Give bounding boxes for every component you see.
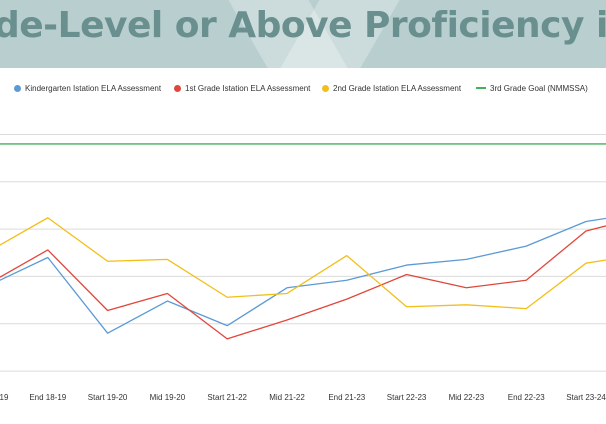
series-line-1 bbox=[0, 217, 606, 334]
x-tick-label: Mid 22-23 bbox=[449, 393, 485, 402]
legend-item-kindergarten[interactable]: Kindergarten Istation ELA Assessment bbox=[14, 84, 161, 93]
x-tick-label: End 21-23 bbox=[328, 393, 365, 402]
legend-item-1st-grade[interactable]: 1st Grade Istation ELA Assessment bbox=[174, 84, 310, 93]
x-tick-label: Start 19-20 bbox=[88, 393, 128, 402]
x-tick-label: Start 22-23 bbox=[387, 393, 427, 402]
x-tick-label: Mid 19-20 bbox=[150, 393, 186, 402]
legend-marker bbox=[476, 87, 486, 89]
legend-label: 2nd Grade Istation ELA Assessment bbox=[333, 84, 462, 93]
title-banner: de-Level or Above Proficiency in Readi bbox=[0, 0, 606, 68]
page-title: de-Level or Above Proficiency in Readi bbox=[0, 5, 606, 46]
x-tick-label: Mid 21-22 bbox=[269, 393, 305, 402]
legend-label: 3rd Grade Goal (NMMSSA) bbox=[490, 84, 588, 93]
series-line-2 bbox=[0, 225, 606, 340]
chart-legend: Kindergarten Istation ELA Assessment 1st… bbox=[0, 80, 606, 98]
legend-marker bbox=[174, 85, 181, 92]
legend-label: 1st Grade Istation ELA Assessment bbox=[185, 84, 311, 93]
legend-marker bbox=[14, 85, 21, 92]
legend-item-3rd-grade-goal[interactable]: 3rd Grade Goal (NMMSSA) bbox=[476, 84, 588, 93]
x-tick-label: Start 21-22 bbox=[207, 393, 247, 402]
x-tick-label: Start 23-24 bbox=[566, 393, 606, 402]
x-tick-label: End 22-23 bbox=[508, 393, 545, 402]
series-line-3 bbox=[0, 217, 606, 310]
legend-label: Kindergarten Istation ELA Assessment bbox=[25, 84, 162, 93]
legend-marker bbox=[322, 85, 329, 92]
legend-item-2nd-grade[interactable]: 2nd Grade Istation ELA Assessment bbox=[322, 84, 461, 93]
x-tick-label: 19 bbox=[0, 393, 9, 402]
x-tick-label: End 18-19 bbox=[29, 393, 66, 402]
